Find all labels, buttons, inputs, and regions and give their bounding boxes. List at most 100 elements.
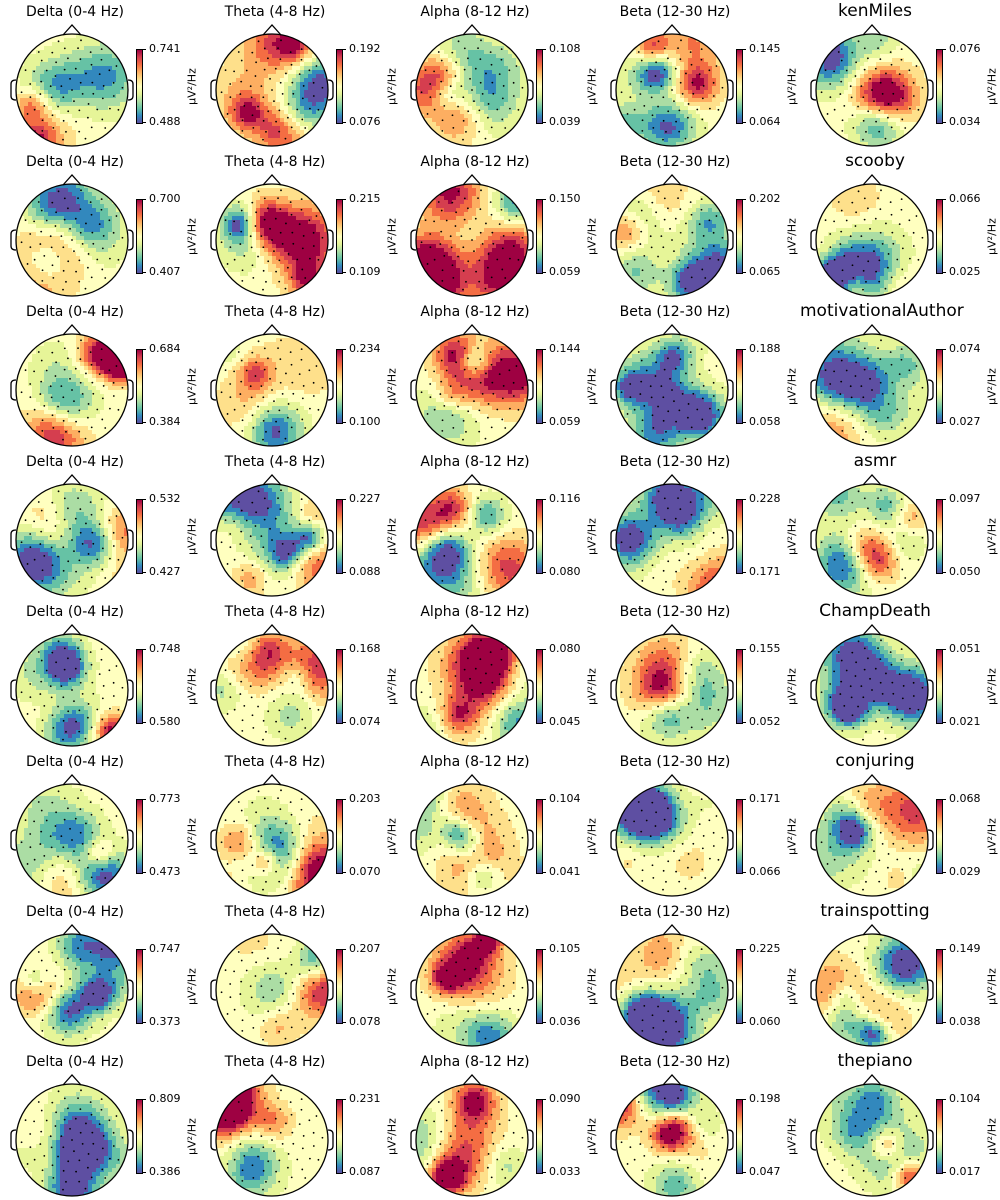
colorbar-max-label: 0.203 [349,792,381,805]
colorbar-tick [342,722,346,723]
colorbar-tick [742,1022,746,1023]
nose [62,1074,82,1086]
subject-title: scooby [800,151,950,171]
ear [327,379,334,401]
topomap-panel: Alpha (8-12 Hz) 0.108 0.039 µV²/Hz [400,0,600,150]
colorbar-tick [142,49,146,50]
ear [727,979,734,1001]
colorbar-unit-label: µV²/Hz [986,817,999,857]
colorbar-unit-label: µV²/Hz [586,967,599,1007]
head-outline [15,33,129,147]
ear [327,979,334,1001]
colorbar [936,949,943,1024]
nose [662,474,682,486]
colorbar-max-label: 0.741 [149,42,181,55]
ear [10,529,17,551]
topomap [610,24,734,147]
colorbar-unit-label: µV²/Hz [586,817,599,857]
nose [262,474,282,486]
ear [527,1129,534,1151]
colorbar-tick [542,872,546,873]
band-title: Theta (4-8 Hz) [200,604,350,620]
topomap [410,1074,534,1197]
nose [262,924,282,936]
colorbar [536,1099,543,1174]
nose [62,324,82,336]
colorbar-min-label: 0.059 [549,265,581,278]
colorbar-max-label: 0.090 [549,1092,581,1105]
head-outline [215,783,329,897]
colorbar-min-label: 0.045 [549,715,581,728]
ear [810,529,817,551]
topomap-panel: conjuring 0.068 0.029 µV²/Hz [800,750,1000,900]
ear [210,1129,217,1151]
colorbar-min-label: 0.088 [349,565,381,578]
band-title: Beta (12-30 Hz) [600,304,750,320]
band-title: Beta (12-30 Hz) [600,754,750,770]
head-outline [415,783,529,897]
colorbar-max-label: 0.225 [749,942,781,955]
colorbar-tick [542,122,546,123]
colorbar-tick [342,122,346,123]
topomap-panel: Delta (0-4 Hz) 0.700 0.407 µV²/Hz [0,150,200,300]
topomap [410,774,534,897]
nose [662,174,682,186]
colorbar-tick [542,499,546,500]
colorbar-max-label: 0.171 [749,792,781,805]
nose [462,774,482,786]
colorbar-tick [142,122,146,123]
ear [10,229,17,251]
colorbar-max-label: 0.155 [749,642,781,655]
topomap-panel: Alpha (8-12 Hz) 0.090 0.033 µV²/Hz [400,1050,600,1200]
head-outline [215,333,329,447]
colorbar-tick [942,1099,946,1100]
topomap [10,924,134,1047]
colorbar [136,49,143,124]
ear [527,379,534,401]
ear [927,679,934,701]
colorbar-unit-label: µV²/Hz [586,667,599,707]
colorbar-tick [342,49,346,50]
nose [262,324,282,336]
colorbar-min-label: 0.060 [749,1015,781,1028]
colorbar-min-label: 0.058 [749,415,781,428]
colorbar [736,1099,743,1174]
nose [662,774,682,786]
colorbar-tick [342,422,346,423]
ear [10,379,17,401]
colorbar-unit-label: µV²/Hz [986,967,999,1007]
colorbar-max-label: 0.104 [949,1092,981,1105]
ear [127,1129,134,1151]
ear [410,229,417,251]
ear [927,79,934,101]
ear [327,529,334,551]
colorbar-unit-label: µV²/Hz [186,67,199,107]
topomap [810,174,934,297]
colorbar-unit-label: µV²/Hz [386,67,399,107]
colorbar-tick [142,1172,146,1173]
subject-title: motivationalAuthor [800,301,964,321]
colorbar-min-label: 0.059 [549,415,581,428]
band-title: Alpha (8-12 Hz) [400,304,550,320]
colorbar-tick [142,1099,146,1100]
topomap-panel: Beta (12-30 Hz) 0.188 0.058 µV²/Hz [600,300,800,450]
colorbar-min-label: 0.064 [749,115,781,128]
colorbar-tick [542,49,546,50]
ear [610,679,617,701]
colorbar-tick [542,649,546,650]
colorbar-tick [342,499,346,500]
topomap-panel: trainspotting 0.149 0.038 µV²/Hz [800,900,1000,1050]
colorbar-max-label: 0.080 [549,642,581,655]
topomap-panel: Alpha (8-12 Hz) 0.080 0.045 µV²/Hz [400,600,600,750]
ear [127,79,134,101]
colorbar-min-label: 0.407 [149,265,181,278]
colorbar-max-label: 0.700 [149,192,181,205]
ear [210,679,217,701]
topomap-panel: kenMiles 0.076 0.034 µV²/Hz [800,0,1000,150]
topomap-panel: Beta (12-30 Hz) 0.171 0.066 µV²/Hz [600,750,800,900]
head-outline [815,183,929,297]
topomap [210,24,334,147]
head-outline [815,1083,929,1197]
head-outline [15,783,129,897]
topomap [610,624,734,747]
